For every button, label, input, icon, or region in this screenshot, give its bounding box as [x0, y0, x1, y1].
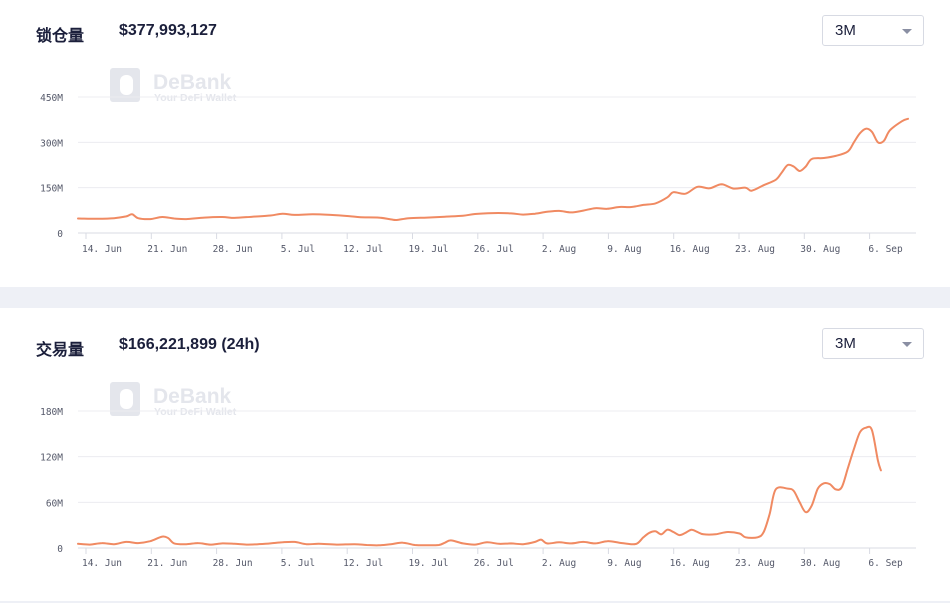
watermark-title: DeBank	[153, 71, 232, 94]
x-tick-label: 6. Sep	[868, 244, 903, 255]
series-line	[77, 425, 882, 547]
x-tick-label: 16. Aug	[670, 244, 710, 255]
x-tick-label: 9. Aug	[607, 244, 641, 255]
chevron-down-icon	[902, 29, 912, 34]
volume-range-select[interactable]: 3M	[822, 328, 924, 359]
y-tick-label: 60M	[46, 498, 63, 509]
y-tick-label: 300M	[40, 138, 63, 149]
volume-range-selected: 3M	[835, 335, 856, 352]
watermark-title: DeBank	[153, 385, 232, 408]
volume-value: $166,221,899 (24h)	[119, 336, 260, 353]
x-tick-label: 6. Sep	[868, 558, 903, 569]
x-tick-label: 16. Aug	[670, 558, 710, 569]
x-tick-label: 2. Aug	[542, 558, 576, 569]
y-tick-label: 0	[57, 544, 63, 555]
watermark-subtitle: Your DeFi Wallet	[154, 406, 237, 418]
y-tick-label: 150M	[40, 184, 63, 195]
x-tick-label: 26. Jul	[474, 244, 514, 255]
y-tick-label: 120M	[40, 453, 63, 464]
x-tick-label: 12. Jul	[343, 244, 383, 255]
x-tick-label: 26. Jul	[474, 558, 514, 569]
x-tick-label: 9. Aug	[607, 558, 641, 569]
x-tick-label: 5. Jul	[281, 558, 315, 569]
x-tick-label: 19. Jul	[408, 558, 448, 569]
debank-logo-cutout	[120, 75, 133, 95]
x-tick-label: 21. Jun	[147, 558, 187, 569]
debank-logo-cutout	[120, 389, 133, 409]
tvl-label: 锁仓量	[36, 26, 85, 45]
watermark-subtitle: Your DeFi Wallet	[154, 92, 237, 104]
tvl-range-selected: 3M	[835, 22, 856, 39]
tvl-value: $377,993,127	[119, 22, 217, 39]
chevron-down-icon	[902, 342, 912, 347]
x-tick-label: 30. Aug	[800, 558, 840, 569]
x-tick-label: 30. Aug	[800, 244, 840, 255]
tvl-panel: DeBank Your DeFi Wallet 0 150M 300M 450M 14. J…	[0, 0, 950, 287]
bottom-border	[0, 601, 950, 603]
y-tick-label: 180M	[40, 407, 63, 418]
section-separator	[0, 287, 950, 308]
x-tick-label: 21. Jun	[147, 244, 187, 255]
x-tick-label: 19. Jul	[408, 244, 448, 255]
x-tick-label: 14. Jun	[82, 244, 122, 255]
y-tick-label: 450M	[40, 93, 63, 104]
volume-label: 交易量	[36, 340, 85, 359]
x-tick-label: 12. Jul	[343, 558, 383, 569]
x-tick-label: 14. Jun	[82, 558, 122, 569]
tvl-range-select[interactable]: 3M	[822, 15, 924, 46]
x-tick-label: 23. Aug	[735, 244, 775, 255]
x-tick-label: 2. Aug	[542, 244, 576, 255]
x-tick-label: 28. Jun	[213, 244, 253, 255]
y-tick-label: 0	[57, 229, 63, 240]
volume-panel: DeBank Your DeFi Wallet 0 60M 120M 180M 14. Ju…	[0, 308, 950, 603]
series-line	[77, 117, 909, 222]
x-tick-label: 5. Jul	[281, 244, 315, 255]
x-tick-label: 23. Aug	[735, 558, 775, 569]
x-tick-label: 28. Jun	[213, 558, 253, 569]
